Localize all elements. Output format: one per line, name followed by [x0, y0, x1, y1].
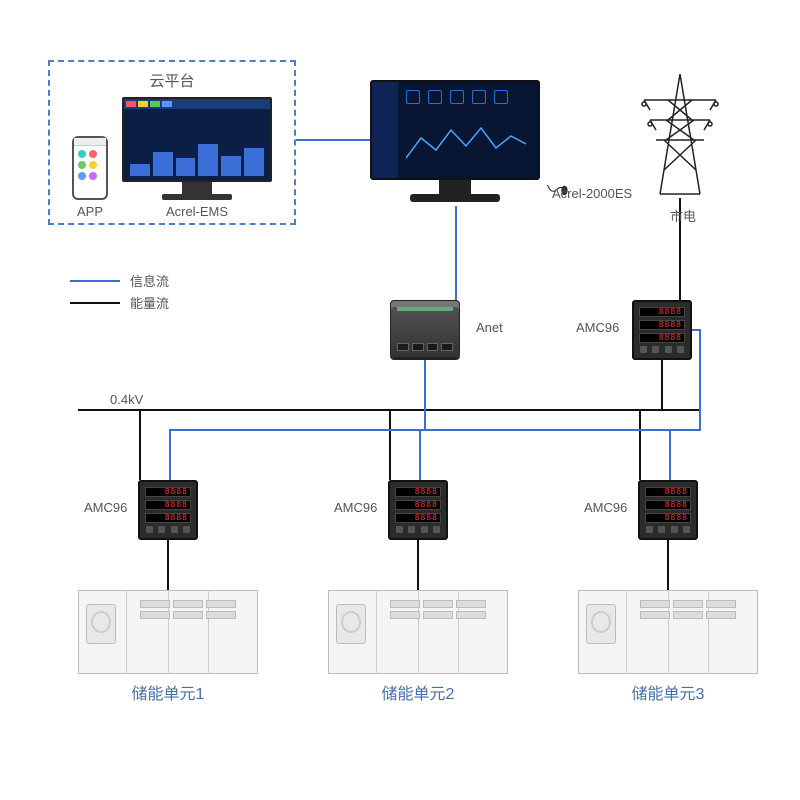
legend-info-line	[70, 280, 120, 282]
unit3-label: 储能单元3	[578, 680, 758, 704]
legend-energy-line	[70, 302, 120, 304]
meter-unit3	[638, 480, 698, 540]
unit1-label: 储能单元1	[78, 680, 258, 704]
container-icon	[328, 590, 508, 674]
phone-icon	[72, 136, 108, 200]
ems-label: Acrel-EMS	[122, 204, 272, 219]
storage-unit-3: 储能单元3	[578, 590, 758, 704]
anet-label: Anet	[476, 320, 503, 335]
meter-unit1	[138, 480, 198, 540]
ems-screen-icon	[122, 97, 272, 182]
app-label: APP	[72, 204, 108, 219]
meter-grid-label: AMC96	[576, 320, 619, 335]
meter-unit2-label: AMC96	[334, 500, 377, 515]
bus-voltage: 0.4kV	[110, 392, 143, 407]
cloud-title: 云平台	[62, 70, 282, 91]
es-label: Acrel-2000ES	[552, 186, 632, 201]
anet-gateway	[390, 300, 460, 358]
legend: 信息流 能量流	[70, 268, 169, 315]
meter-unit3-label: AMC96	[584, 500, 627, 515]
ems-monitor: Acrel-EMS	[122, 97, 272, 219]
container-icon	[578, 590, 758, 674]
legend-energy-label: 能量流	[130, 293, 169, 312]
storage-unit-2: 储能单元2	[328, 590, 508, 704]
tower-icon	[632, 70, 728, 198]
meter-unit1-label: AMC96	[84, 500, 127, 515]
diagram-canvas: 云平台 APP Acrel-EMS 信息流	[0, 0, 800, 800]
container-icon	[78, 590, 258, 674]
unit2-label: 储能单元2	[328, 680, 508, 704]
meter-grid	[632, 300, 692, 360]
acrel-2000es	[370, 80, 540, 202]
meter-unit2	[388, 480, 448, 540]
legend-info-label: 信息流	[130, 271, 169, 290]
power-tower	[632, 70, 728, 198]
es-trace-icon	[406, 118, 526, 168]
phone-device: APP	[72, 136, 108, 219]
es-screen-icon	[370, 80, 540, 180]
storage-unit-1: 储能单元1	[78, 590, 258, 704]
cloud-platform-box: 云平台 APP Acrel-EMS	[48, 60, 296, 225]
tower-label: 市电	[670, 206, 696, 225]
